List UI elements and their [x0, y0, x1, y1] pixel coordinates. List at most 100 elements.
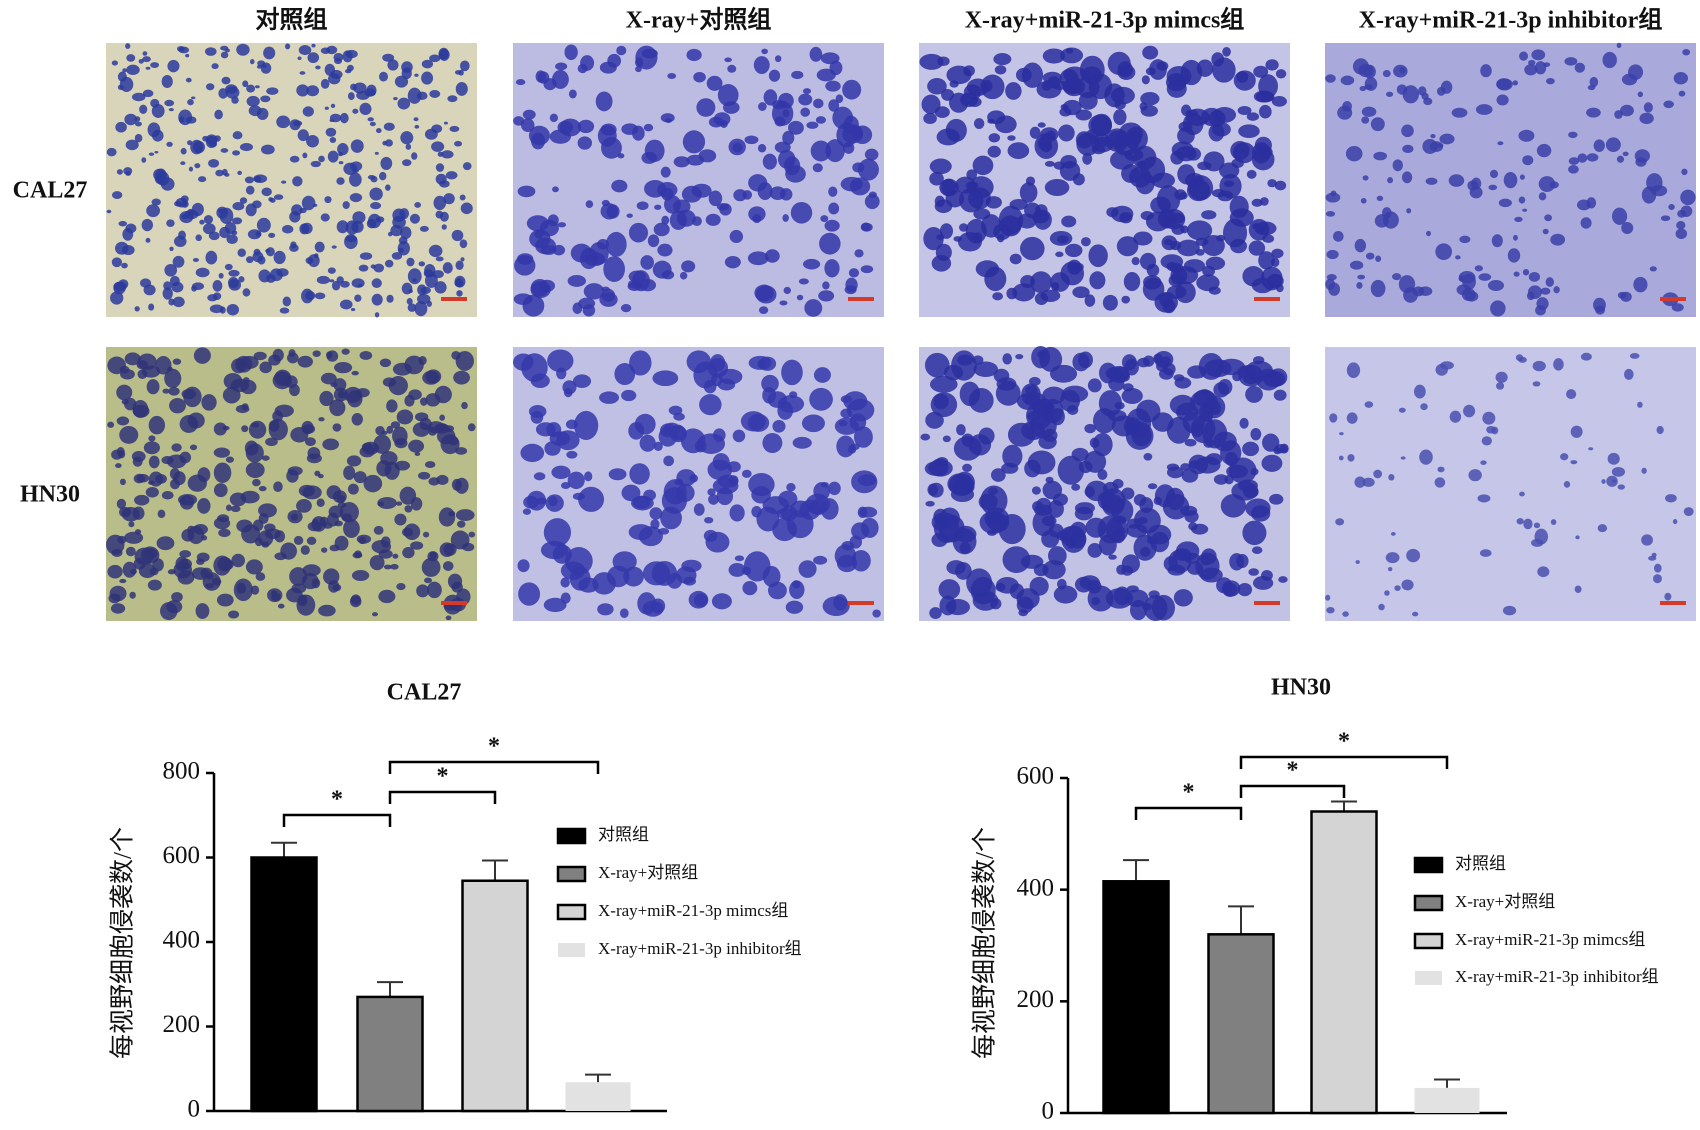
cell [819, 232, 841, 255]
cell [450, 530, 470, 550]
cell [124, 531, 144, 544]
cell [171, 443, 182, 452]
cell [431, 141, 445, 152]
cell [111, 60, 118, 66]
cell [235, 404, 250, 414]
cell [934, 195, 945, 208]
cell [384, 139, 393, 147]
cell [428, 244, 443, 258]
cell [992, 292, 1004, 301]
cell [948, 473, 975, 497]
cell [1337, 105, 1353, 120]
cell [1553, 286, 1560, 294]
cell [676, 209, 696, 227]
y-tick-label: 600 [163, 842, 201, 869]
cell [1002, 546, 1031, 574]
cell [1186, 220, 1213, 241]
cell [1653, 563, 1662, 573]
cell [301, 195, 316, 211]
cell [1173, 374, 1185, 382]
cell [566, 450, 578, 459]
cell [1183, 259, 1206, 273]
cell [261, 144, 275, 155]
cell [1534, 528, 1549, 545]
cell [441, 224, 447, 230]
cell [1203, 395, 1226, 419]
cell [1531, 49, 1546, 61]
cell [460, 257, 465, 262]
micrograph [919, 346, 1290, 622]
cell [187, 99, 194, 106]
cell [1085, 517, 1107, 538]
cell [1253, 65, 1269, 78]
cell [564, 547, 593, 575]
cell [1346, 412, 1358, 424]
cell [345, 49, 358, 59]
cell [1496, 382, 1505, 390]
cell [395, 501, 403, 506]
cell [825, 139, 845, 163]
cell [1131, 257, 1140, 266]
y-tick-label: 400 [1017, 874, 1055, 901]
cell [318, 417, 325, 422]
cell [1253, 356, 1265, 365]
cell [1406, 548, 1421, 563]
cell [219, 207, 234, 225]
cell [942, 435, 951, 443]
cell [201, 394, 217, 411]
scale-bar [848, 297, 874, 301]
cell [703, 379, 717, 394]
cell [515, 79, 526, 86]
cell [274, 530, 286, 543]
cell [383, 564, 392, 570]
cell [115, 121, 127, 133]
cell [129, 591, 136, 599]
cell [987, 145, 1001, 158]
cell [1140, 211, 1154, 221]
cell [195, 234, 202, 242]
cell [1406, 208, 1412, 214]
cell [277, 603, 285, 609]
cell [955, 176, 976, 194]
cell [188, 212, 194, 218]
cell [860, 222, 873, 232]
cell [195, 603, 210, 619]
cell [1275, 69, 1287, 79]
cell [219, 226, 231, 239]
cell [1007, 135, 1016, 141]
cell [425, 369, 442, 384]
cell [442, 561, 454, 571]
bar [1310, 810, 1378, 1115]
cell [314, 470, 321, 477]
cell [268, 232, 276, 238]
cell [1019, 182, 1038, 203]
cell [265, 248, 271, 253]
y-axis-label: 每视野细胞侵袭数/个 [971, 827, 999, 1059]
cell [1124, 358, 1139, 376]
cell [1108, 554, 1117, 560]
cell [172, 358, 182, 365]
cell [456, 520, 466, 528]
cell [257, 255, 266, 265]
cell [1137, 357, 1150, 368]
cell [1025, 176, 1036, 186]
cell [1549, 181, 1559, 189]
cell [146, 204, 161, 218]
cell [660, 166, 671, 178]
cell [619, 608, 629, 619]
cell [955, 525, 977, 543]
cell [1160, 254, 1184, 270]
cell [225, 86, 240, 99]
cell [239, 143, 253, 152]
cell [1049, 230, 1073, 246]
cell [1536, 143, 1552, 158]
cell [280, 379, 288, 386]
cell [191, 567, 210, 580]
cell [1213, 431, 1237, 452]
cell [1036, 497, 1052, 512]
cell [1201, 548, 1217, 565]
cell [1342, 611, 1349, 617]
cell [567, 471, 585, 490]
cell [456, 278, 463, 286]
cell [707, 488, 716, 496]
